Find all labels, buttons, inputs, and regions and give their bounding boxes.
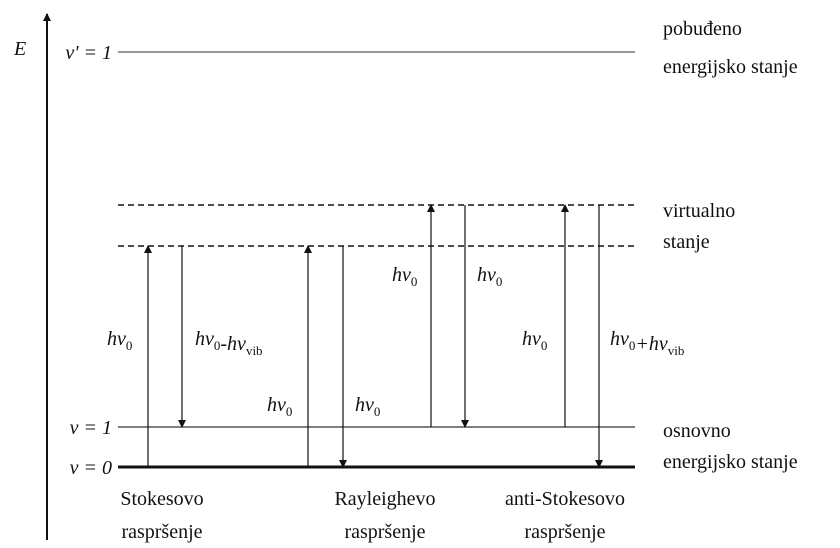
- label-sub: vib: [668, 343, 685, 358]
- level-label: ν = 0: [70, 457, 112, 479]
- transition-label: hν0-hνvib: [195, 328, 263, 358]
- label-sub: 0: [214, 338, 221, 353]
- level-label: ν = 1: [70, 417, 112, 439]
- label-sub: 0: [126, 338, 133, 353]
- level-description: energijsko stanje: [663, 451, 798, 473]
- label-sub: 0: [411, 274, 418, 289]
- level-label: ν' = 1: [65, 42, 112, 64]
- transition-label: hν0: [355, 394, 380, 419]
- transition-label: hν0+hνvib: [610, 328, 684, 358]
- label-text: hν: [107, 328, 126, 350]
- label-text: hν: [477, 264, 496, 286]
- level-description: pobuđeno: [663, 18, 742, 40]
- label-sub: 0: [541, 338, 548, 353]
- label-text: hν: [610, 328, 629, 350]
- process-label: raspršenje: [344, 521, 425, 543]
- transition-label: hν0: [392, 264, 417, 289]
- label-text: hν: [267, 394, 286, 416]
- label-text: hν: [355, 394, 374, 416]
- axis-label: E: [13, 38, 26, 60]
- label-text: hν: [522, 328, 541, 350]
- level-description: osnovno: [663, 420, 731, 442]
- label-sub: 0: [629, 338, 636, 353]
- process-label: Rayleighevo: [334, 488, 435, 510]
- process-label: anti-Stokesovo: [505, 488, 625, 510]
- transition-label: hν0: [522, 328, 547, 353]
- label-sub: vib: [246, 343, 263, 358]
- label-sub: 0: [374, 404, 381, 419]
- process-label: Stokesovo: [120, 488, 203, 510]
- level-description: virtualno: [663, 200, 735, 222]
- transition-label: hν0: [267, 394, 292, 419]
- label-text: hν: [195, 328, 214, 350]
- label-text: hν: [392, 264, 411, 286]
- transition-label: hν0: [107, 328, 132, 353]
- process-label: raspršenje: [121, 521, 202, 543]
- level-description: energijsko stanje: [663, 56, 798, 78]
- label-sub: 0: [496, 274, 503, 289]
- process-label: raspršenje: [524, 521, 605, 543]
- label-text: -hν: [220, 333, 246, 355]
- label-sub: 0: [286, 404, 293, 419]
- level-description: stanje: [663, 231, 710, 253]
- transition-label: hν0: [477, 264, 502, 289]
- label-text: +hν: [635, 333, 667, 355]
